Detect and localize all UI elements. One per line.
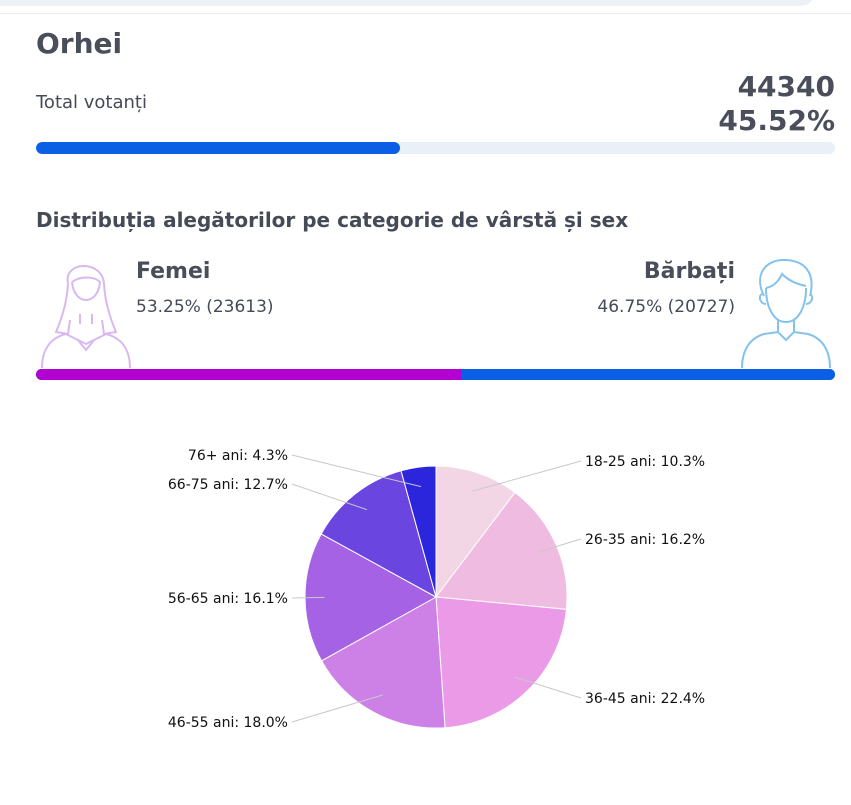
gender-bar-male xyxy=(461,369,835,380)
male-avatar-icon xyxy=(741,258,831,369)
pie-label-connector xyxy=(537,538,582,553)
region-title: Orhei xyxy=(36,27,123,60)
pie-data-label: 66-75 ani: 12.7% xyxy=(168,477,288,493)
pie-label-connector xyxy=(291,483,368,511)
gender-split-bar xyxy=(36,369,835,380)
female-stat: 53.25% (23613) xyxy=(136,297,274,317)
age-pie-svg: 18-25 ani: 10.3% 26-35 ani: 16.2% 36-45 an… xyxy=(168,448,705,731)
female-avatar-icon xyxy=(41,265,131,369)
pie-slice-2[interactable] xyxy=(435,491,568,610)
turnout-progress-fill xyxy=(36,142,400,154)
female-label: Femei xyxy=(136,259,211,284)
pie-data-label: 56-65 ani: 16.1% xyxy=(168,591,288,607)
pie-data-label: 18-25 ani: 10.3% xyxy=(585,454,705,470)
pie-label-connector xyxy=(513,676,582,699)
pie-slice-6[interactable] xyxy=(320,470,437,599)
turnout-label: Total votanți xyxy=(36,92,147,113)
turnout-progress-track xyxy=(36,142,835,154)
pie-slice-7[interactable] xyxy=(400,465,437,598)
pie-label-connector xyxy=(291,694,384,723)
pie-slice-3[interactable] xyxy=(435,596,567,729)
pie-label-connector xyxy=(471,460,582,492)
top-search-bar[interactable] xyxy=(0,0,815,6)
age-pie-chart: 18-25 ani: 10.3% 26-35 ani: 16.2% 36-45 an… xyxy=(0,420,851,801)
pie-label-connector xyxy=(291,596,325,599)
pie-slice-1[interactable] xyxy=(435,465,516,599)
male-stat: 46.75% (20727) xyxy=(597,297,735,317)
top-bar xyxy=(0,0,851,14)
pie-label-connector xyxy=(291,454,422,488)
pie-data-label: 26-35 ani: 16.2% xyxy=(585,532,705,548)
distribution-title: Distribuția alegătorilor pe categorie de… xyxy=(36,208,629,232)
turnout-percent: 45.52% xyxy=(718,104,835,137)
pie-data-label: 36-45 ani: 22.4% xyxy=(585,691,705,707)
male-label: Bărbați xyxy=(643,259,735,284)
pie-slice-4[interactable] xyxy=(320,596,446,729)
turnout-count: 44340 xyxy=(737,70,835,103)
pie-data-label: 76+ ani: 4.3% xyxy=(188,448,288,464)
gender-bar-female xyxy=(36,369,462,380)
pie-data-label: 46-55 ani: 18.0% xyxy=(168,715,288,731)
